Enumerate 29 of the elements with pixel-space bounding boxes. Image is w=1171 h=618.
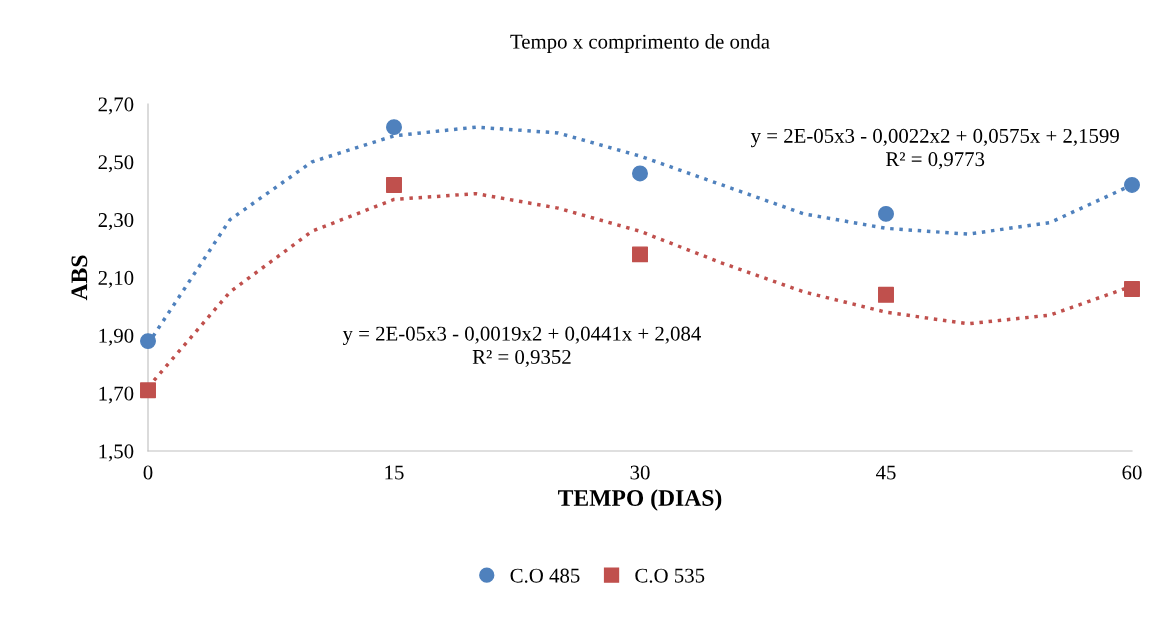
y-tick-label: 2,70 <box>98 97 134 115</box>
y-tick-label: 2,50 <box>98 155 134 173</box>
x-tick-label: 30 <box>630 465 650 480</box>
y-tick-label: 2,10 <box>98 270 134 288</box>
y-tick-label: 2,30 <box>98 213 134 231</box>
chart-title: Tempo x comprimento de onda <box>510 33 770 53</box>
legend-label: C.O 485 <box>510 568 580 583</box>
point <box>386 119 402 136</box>
x-tick-label: 0 <box>143 465 153 480</box>
x-axis-title: TEMPO (DIAS) <box>558 489 722 511</box>
y-tick-label: 1,90 <box>99 328 134 346</box>
point <box>632 246 648 263</box>
point <box>386 176 402 193</box>
point <box>878 286 894 303</box>
annotation: y = 2E-05x3 - 0,0022x2 + 0,0575x + 2,1599 R² = 0,9773 <box>750 128 1119 170</box>
x-tick-label: 60 <box>1122 465 1142 480</box>
point <box>140 382 156 399</box>
point <box>632 165 648 182</box>
point <box>140 333 156 350</box>
x-tick-label: 15 <box>385 465 404 480</box>
y-axis-title: ABS <box>71 255 88 301</box>
point <box>1124 281 1140 298</box>
annotation: y = 2E-05x3 - 0,0019x2 + 0,0441x + 2,084 R² = 0,9352 <box>342 326 701 367</box>
point <box>878 205 894 222</box>
legend-label: C.O 535 <box>635 568 705 583</box>
y-tick-label: 1,50 <box>99 444 134 462</box>
x-tick-label: 45 <box>875 465 896 480</box>
point <box>1124 176 1140 193</box>
y-tick-label: 1,70 <box>99 386 134 404</box>
